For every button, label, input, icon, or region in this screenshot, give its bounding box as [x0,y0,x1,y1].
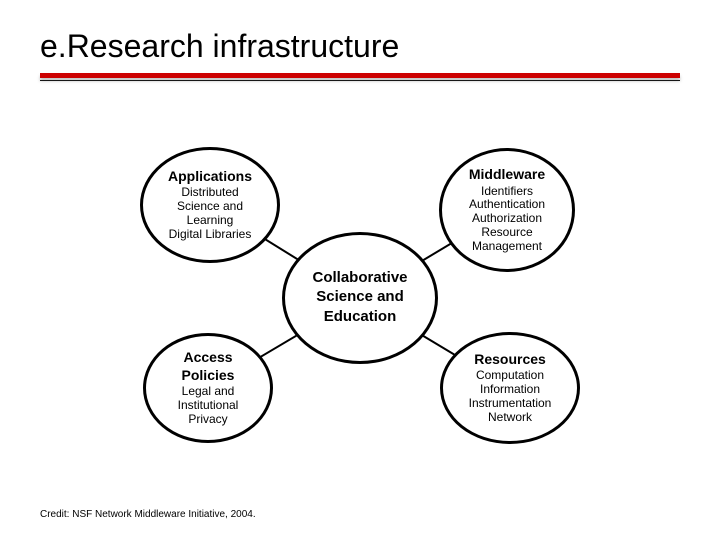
node-line: Computation [476,369,544,383]
node-line: Learning [187,214,234,228]
node-line: Digital Libraries [169,228,252,242]
node-line: Information [480,383,540,397]
node-line: Institutional [178,399,239,413]
node-title: Applications [168,168,252,184]
node-line: Management [472,240,542,254]
node-applications: Applications DistributedScience andLearni… [140,147,280,263]
node-title: Collaborative [312,269,407,286]
node-line: Authentication [469,198,545,212]
node-resources: Resources ComputationInformationInstrumen… [440,332,580,444]
node-middleware: Middleware IdentifiersAuthenticationAutho… [439,148,575,272]
title-underline-thin [40,80,680,81]
node-title: Access [183,349,232,365]
node-line: Legal and [182,385,235,399]
slide: e.Research infrastructure Applications Di… [0,0,720,540]
page-title: e.Research infrastructure [40,28,680,65]
node-line: Resource [481,226,532,240]
node-title: Policies [182,367,235,383]
node-line: Network [488,411,532,425]
node-line: Instrumentation [469,397,552,411]
node-line: Science and [177,200,243,214]
credit-line: Credit: NSF Network Middleware Initiativ… [40,509,256,520]
node-line: Authorization [472,212,542,226]
node-title: Resources [474,351,546,367]
node-title: Science and [316,288,404,305]
node-line: Privacy [188,413,227,427]
node-title: Middleware [469,166,545,182]
node-access: Access Policies Legal andInstitutionalPriv… [143,333,273,443]
title-underline [40,73,680,78]
node-line: Distributed [181,186,238,200]
node-center: Collaborative Science and Education [282,232,438,364]
node-title: Education [324,308,397,325]
node-line: Identifiers [481,185,533,199]
